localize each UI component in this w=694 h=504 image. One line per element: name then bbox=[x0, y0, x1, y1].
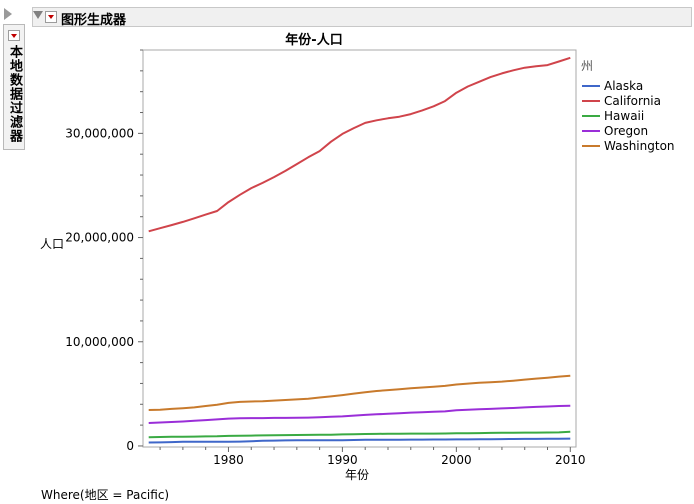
expand-triangle-icon[interactable] bbox=[4, 8, 12, 20]
collapse-triangle-icon[interactable] bbox=[33, 11, 43, 19]
local-data-filter-panel[interactable]: 本地数据过滤器 bbox=[3, 24, 25, 150]
legend-item-washington[interactable]: Washington bbox=[604, 139, 675, 153]
series-lines bbox=[148, 56, 571, 444]
red-triangle-menu-icon[interactable] bbox=[45, 11, 57, 23]
where-clause: Where(地区 = Pacific) bbox=[41, 488, 170, 502]
left-strip: 本地数据过滤器 bbox=[0, 0, 28, 504]
legend-item-hawaii[interactable]: Hawaii bbox=[604, 109, 644, 123]
red-triangle-menu-icon[interactable] bbox=[8, 30, 20, 41]
filter-panel-label: 本地数据过滤器 bbox=[7, 45, 22, 143]
y-tick-label: 10,000,000 bbox=[65, 335, 134, 349]
graph-builder-title: 图形生成器 bbox=[61, 13, 127, 28]
series-line-alaska[interactable] bbox=[148, 437, 571, 444]
plot-frame bbox=[142, 49, 577, 448]
series-line-washington[interactable] bbox=[148, 374, 571, 411]
chart-title: 年份-人口 bbox=[285, 32, 342, 48]
x-axis-label: 年份 bbox=[345, 468, 369, 482]
graph-builder-header: 图形生成器 bbox=[32, 7, 692, 28]
x-tick-label: 2010 bbox=[555, 453, 586, 467]
x-tick-label: 1980 bbox=[213, 453, 244, 467]
y-axis: 0 10,000,000 20,000,000 30,000,000 bbox=[65, 49, 143, 453]
y-tick-label: 0 bbox=[126, 439, 134, 453]
x-tick-label: 2000 bbox=[441, 453, 472, 467]
series-line-hawaii[interactable] bbox=[148, 430, 571, 439]
legend-item-california[interactable]: California bbox=[604, 94, 661, 108]
x-tick-label: 1990 bbox=[327, 453, 358, 467]
series-line-california[interactable] bbox=[148, 56, 571, 233]
series-line-oregon[interactable] bbox=[148, 404, 571, 424]
legend-item-oregon[interactable]: Oregon bbox=[604, 124, 648, 138]
y-tick-label: 20,000,000 bbox=[65, 231, 134, 245]
y-axis-label: 人口 bbox=[40, 237, 64, 251]
legend-item-alaska[interactable]: Alaska bbox=[604, 79, 643, 93]
legend-title: 州 bbox=[581, 59, 593, 73]
y-tick-label: 30,000,000 bbox=[65, 126, 134, 140]
x-axis: 1980 1990 2000 2010 bbox=[159, 447, 586, 467]
